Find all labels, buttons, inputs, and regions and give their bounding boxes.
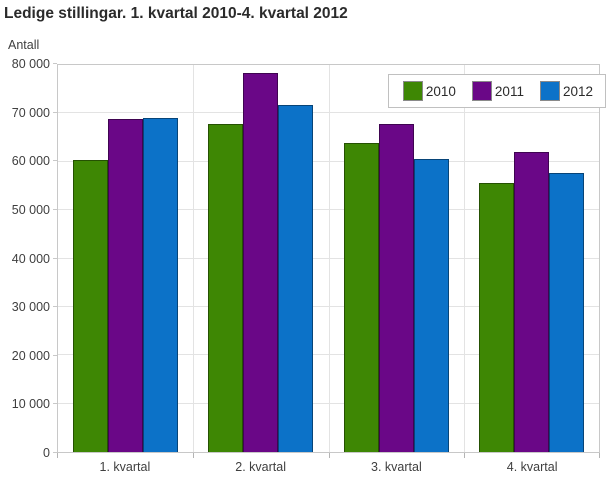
- y-tick-mark: [53, 403, 57, 405]
- y-tick-label: 40 000: [11, 251, 50, 266]
- x-axis-label-2-kvartal: 2. kvartal: [235, 460, 286, 474]
- bar-2012-kvartal-2: [278, 104, 314, 452]
- legend-swatch-2011: [471, 81, 492, 101]
- y-tick-mark: [53, 306, 57, 308]
- y-tick-mark: [53, 160, 57, 162]
- y-tick-label: 30 000: [11, 300, 50, 315]
- y-tick-label: 80 000: [11, 57, 50, 71]
- y-tick-mark: [53, 257, 57, 259]
- legend-item-2012: 2012: [539, 81, 593, 101]
- x-tick-mark: [464, 453, 466, 458]
- y-tick-mark: [53, 63, 57, 64]
- legend-label-2011: 2011: [494, 83, 524, 99]
- bar-group-2-kvartal: [193, 65, 328, 452]
- bar-2012-kvartal-4: [548, 172, 584, 452]
- legend-swatch-2012: [539, 81, 560, 101]
- x-axis-label-3-kvartal: 3. kvartal: [371, 460, 422, 474]
- x-axis-label-4-kvartal: 4. kvartal: [506, 460, 558, 474]
- bar-2012-kvartal-3: [413, 158, 449, 452]
- y-tick-mark: [53, 111, 57, 113]
- legend-item-2010: 2010: [402, 81, 456, 101]
- vertical-gridline: [193, 65, 195, 452]
- legend: 2010 2011 2012: [387, 74, 606, 108]
- chart-title: Ledige stillingar. 1. kvartal 2010-4. kv…: [4, 5, 348, 22]
- vertical-gridline: [463, 65, 465, 452]
- x-tick-mark: [192, 453, 194, 458]
- plot-area: 2010 2011 2012: [57, 64, 606, 453]
- bar-2011-kvartal-2: [243, 73, 279, 452]
- y-tick-label: 50 000: [11, 202, 50, 217]
- x-tick-mark: [57, 453, 58, 458]
- y-tick-label: 0: [43, 446, 50, 460]
- y-tick-label: 60 000: [11, 154, 50, 169]
- gridlines: [58, 65, 599, 452]
- y-axis-title: Antall: [8, 38, 40, 52]
- y-axis-tick-marks: [53, 63, 57, 453]
- bar-group-3-kvartal: [329, 65, 464, 452]
- bar-2010-kvartal-1: [73, 160, 109, 452]
- bar-group-1-kvartal: [58, 65, 193, 452]
- x-tick-mark: [599, 453, 600, 458]
- y-tick-label: 70 000: [11, 105, 50, 120]
- vertical-gridline: [328, 65, 330, 452]
- legend-label-2010: 2010: [425, 83, 456, 99]
- bar-2011-kvartal-4: [513, 151, 549, 452]
- y-tick-label: 20 000: [11, 348, 50, 363]
- bar-2010-kvartal-3: [343, 142, 379, 452]
- bar-groups: [58, 65, 599, 452]
- y-axis-labels: 0 10 000 20 000 30 000 40 000 50 000 60 000 70 …: [0, 57, 50, 460]
- legend-swatch-2010: [402, 81, 423, 101]
- x-axis-tick-marks: [57, 453, 600, 458]
- y-tick-label: 10 000: [11, 397, 50, 412]
- bar-2010-kvartal-4: [478, 182, 514, 452]
- bar-group-4-kvartal: [464, 65, 599, 452]
- bar-2011-kvartal-3: [378, 123, 414, 452]
- bar-2010-kvartal-2: [208, 124, 244, 452]
- x-axis-label-1-kvartal: 1. kvartal: [99, 460, 151, 474]
- y-tick-mark: [53, 208, 57, 210]
- x-tick-mark: [328, 453, 330, 458]
- bar-2011-kvartal-1: [108, 119, 144, 452]
- y-tick-mark: [53, 452, 57, 453]
- legend-label-2012: 2012: [562, 83, 593, 99]
- x-axis-labels: 1. kvartal 2. kvartal 3. kvartal 4. kvartal: [57, 460, 600, 474]
- y-tick-mark: [53, 354, 57, 356]
- legend-item-2011: 2011: [471, 81, 524, 101]
- bar-2012-kvartal-1: [143, 117, 179, 452]
